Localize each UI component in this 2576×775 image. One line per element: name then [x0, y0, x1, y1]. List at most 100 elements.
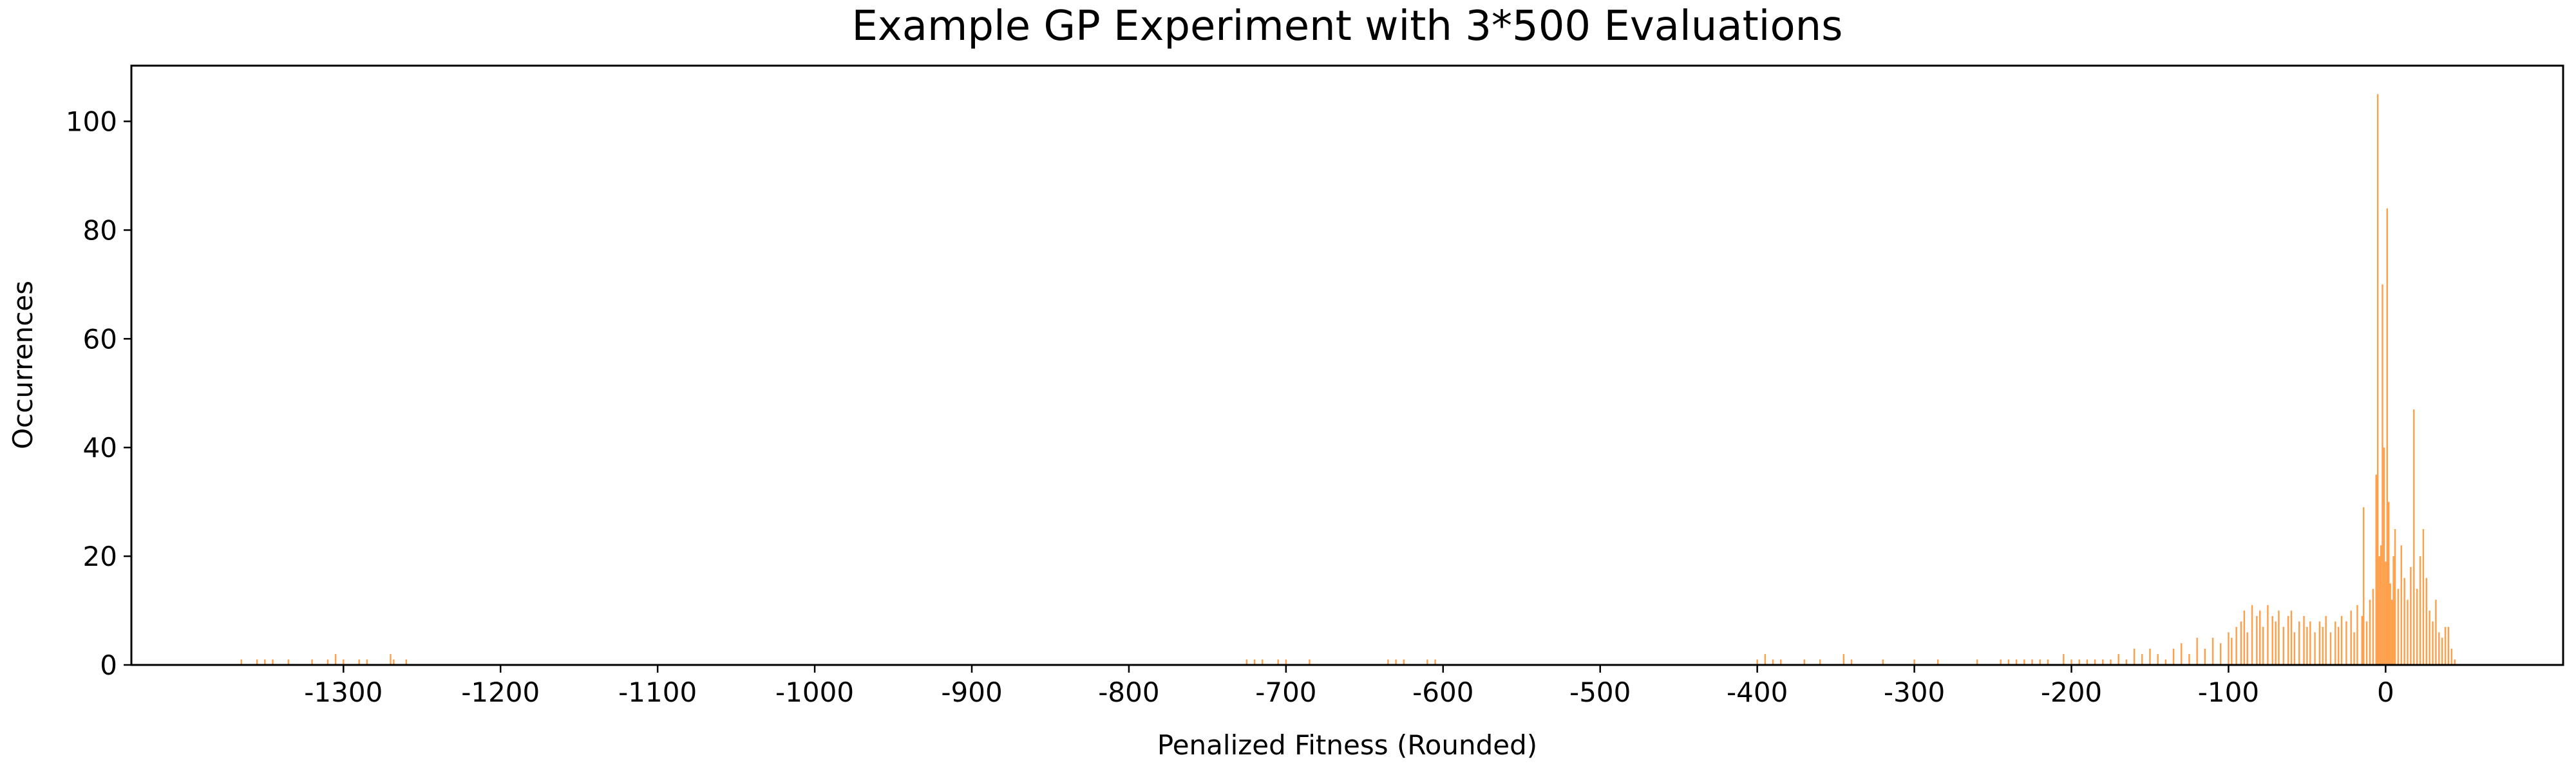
bar — [2400, 545, 2402, 665]
bar — [2361, 616, 2363, 665]
bar — [240, 659, 242, 665]
bar — [2228, 632, 2230, 665]
bar — [2275, 621, 2277, 665]
bar — [2015, 659, 2018, 665]
bar — [2246, 632, 2248, 665]
y-axis-label: Occurrences — [7, 281, 39, 449]
bar — [2293, 632, 2296, 665]
bar — [334, 654, 337, 665]
bar — [2422, 528, 2425, 665]
bar — [2133, 648, 2136, 665]
bar — [2372, 588, 2374, 665]
bar — [2416, 588, 2418, 665]
bar — [2350, 610, 2352, 665]
bar — [2345, 621, 2347, 665]
bar — [1285, 659, 1287, 665]
x-tick-label: -100 — [2198, 677, 2259, 708]
bar — [2403, 577, 2405, 665]
bar — [2391, 599, 2393, 665]
bar — [2325, 616, 2327, 665]
bar — [2309, 621, 2311, 665]
bar — [2432, 621, 2434, 665]
bar — [1913, 659, 1915, 665]
bar — [2282, 626, 2285, 665]
bar — [2188, 654, 2190, 665]
bar — [2425, 577, 2428, 665]
bar — [2385, 561, 2387, 665]
bar — [2429, 610, 2430, 665]
x-axis-label: Penalized Fitness (Rounded) — [1157, 729, 1537, 761]
x-tick-label: -200 — [2041, 677, 2102, 708]
bar — [2353, 632, 2355, 665]
bar — [2394, 528, 2396, 665]
bar — [1850, 659, 1853, 665]
bar — [2149, 648, 2151, 665]
bar — [1395, 659, 1397, 665]
bar — [2141, 654, 2143, 665]
bar — [2454, 659, 2456, 665]
bar — [2388, 501, 2390, 665]
bar — [2382, 284, 2383, 665]
bar — [1403, 659, 1405, 665]
bar — [1309, 659, 1311, 665]
y-tick-label: 40 — [83, 432, 117, 463]
bar — [327, 659, 329, 665]
bar — [2023, 659, 2025, 665]
bar — [2278, 610, 2280, 665]
bar — [2000, 659, 2002, 665]
bar — [1756, 659, 1758, 665]
bar — [1976, 659, 1978, 665]
bar — [2287, 616, 2289, 665]
x-tick-label: -1200 — [461, 677, 540, 708]
bar — [2444, 626, 2447, 665]
bar — [2256, 616, 2258, 665]
bar — [2376, 94, 2379, 666]
bar — [2340, 616, 2343, 665]
bar — [2314, 632, 2316, 665]
bar — [2375, 474, 2377, 665]
bar — [1937, 659, 1939, 665]
bar — [287, 659, 290, 665]
bar — [2220, 643, 2222, 665]
bar — [1819, 659, 1821, 665]
bar — [1842, 654, 1845, 665]
bar — [1245, 659, 1248, 665]
bar — [2419, 556, 2421, 665]
bar — [2164, 659, 2167, 665]
bar — [2157, 654, 2159, 665]
chart-title: Example GP Experiment with 3*500 Evaluat… — [851, 3, 1842, 50]
bar — [2383, 447, 2385, 665]
bar — [2031, 659, 2033, 665]
bar — [1434, 659, 1436, 665]
bar — [2380, 545, 2382, 665]
bar — [2086, 659, 2088, 665]
y-tick-label: 20 — [83, 541, 117, 572]
bar — [2231, 637, 2233, 665]
bar — [2322, 626, 2324, 665]
bar — [2397, 588, 2400, 665]
bar — [390, 654, 392, 665]
bar — [311, 659, 313, 665]
plot-frame — [130, 64, 2564, 666]
x-tick-label: -1000 — [775, 677, 854, 708]
bar — [2407, 599, 2409, 665]
bar — [2450, 648, 2453, 665]
bar — [2125, 659, 2128, 665]
x-tick-label: -1100 — [618, 677, 697, 708]
bar — [2240, 621, 2242, 665]
bar — [2181, 643, 2183, 665]
x-tick-label: -500 — [1569, 677, 1631, 708]
bar — [1253, 659, 1256, 665]
bar — [1764, 654, 1766, 665]
bar — [2102, 659, 2104, 665]
bar — [2070, 659, 2072, 665]
x-tick-label: 0 — [2377, 677, 2394, 708]
bar — [1772, 659, 1774, 665]
bar — [1882, 659, 1884, 665]
bar — [2262, 626, 2264, 665]
bar — [2410, 567, 2412, 665]
x-tick-label: -900 — [941, 677, 1002, 708]
bar — [2063, 654, 2065, 665]
bar — [2441, 637, 2443, 665]
